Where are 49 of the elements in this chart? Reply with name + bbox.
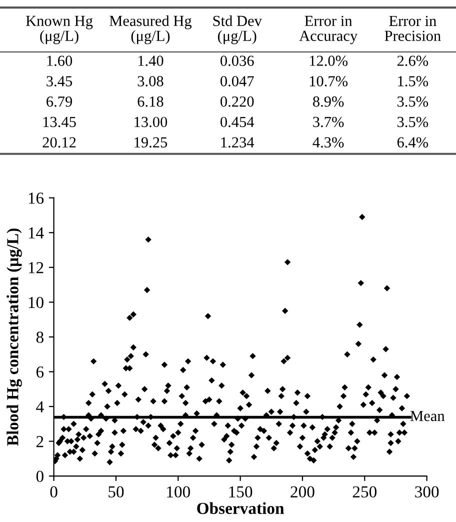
category-label: Error in Precision — [384, 16, 441, 42]
text: 1.60 — [47, 56, 72, 66]
x-tick-label: 150 — [229, 486, 252, 498]
y-tick-label: 8 — [36, 332, 44, 343]
category-label: Known Hg (μg/L) — [26, 16, 93, 44]
y-tick-label: 2 — [36, 436, 44, 448]
text: 20.12 — [42, 137, 76, 148]
text: 13.00 — [134, 116, 168, 128]
y-tick-label: 6 — [36, 366, 44, 378]
text: 3.7% — [313, 116, 344, 128]
text: 1.234 — [221, 137, 254, 148]
text: 6.4% — [397, 137, 428, 148]
text: 4.3% — [312, 137, 344, 148]
text: 8.9% — [312, 96, 344, 107]
x-tick-label: 100 — [167, 486, 190, 498]
text: 10.7% — [310, 76, 348, 86]
text: 0.220 — [220, 96, 254, 107]
category-label: Std Dev (μg/L) — [213, 15, 262, 44]
text: 0.036 — [220, 56, 254, 66]
text: 12.0% — [310, 56, 348, 66]
text: 3.08 — [138, 76, 164, 86]
category-label: Measured Hg (μg/L) — [110, 15, 192, 44]
y-tick-label: 16 — [28, 192, 44, 204]
text: 1.40 — [138, 56, 164, 66]
x-tick-label: 250 — [352, 486, 377, 498]
y-axis-title: Blood Hg concentration (μg/L) — [6, 228, 22, 446]
ref-line-label: Mean — [410, 410, 445, 422]
y-tick-label: 12 — [28, 262, 44, 274]
text: 1.5% — [398, 76, 428, 86]
text: 2.6% — [397, 56, 428, 66]
y-tick-label: 14 — [28, 227, 44, 238]
y-tick-label: 4 — [36, 401, 44, 412]
text: 0.047 — [220, 76, 254, 86]
text: 3.5% — [398, 116, 428, 128]
text: 0.454 — [220, 116, 254, 128]
y-tick-label: 0 — [36, 470, 44, 482]
x-tick-label: 300 — [415, 486, 439, 498]
x-tick-label: 0 — [50, 486, 58, 498]
text: 13.45 — [43, 116, 76, 128]
text: 6.18 — [138, 96, 164, 107]
text: 19.25 — [134, 137, 168, 148]
text: 6.79 — [46, 96, 72, 107]
text: 3.5% — [398, 96, 428, 107]
x-axis-title: Observation — [197, 502, 284, 514]
x-tick-label: 200 — [290, 486, 314, 498]
category-label: Error in Accuracy — [299, 16, 358, 44]
y-tick-label: 10 — [28, 296, 44, 308]
x-tick-label: 50 — [108, 486, 124, 498]
text: 3.45 — [46, 76, 72, 86]
